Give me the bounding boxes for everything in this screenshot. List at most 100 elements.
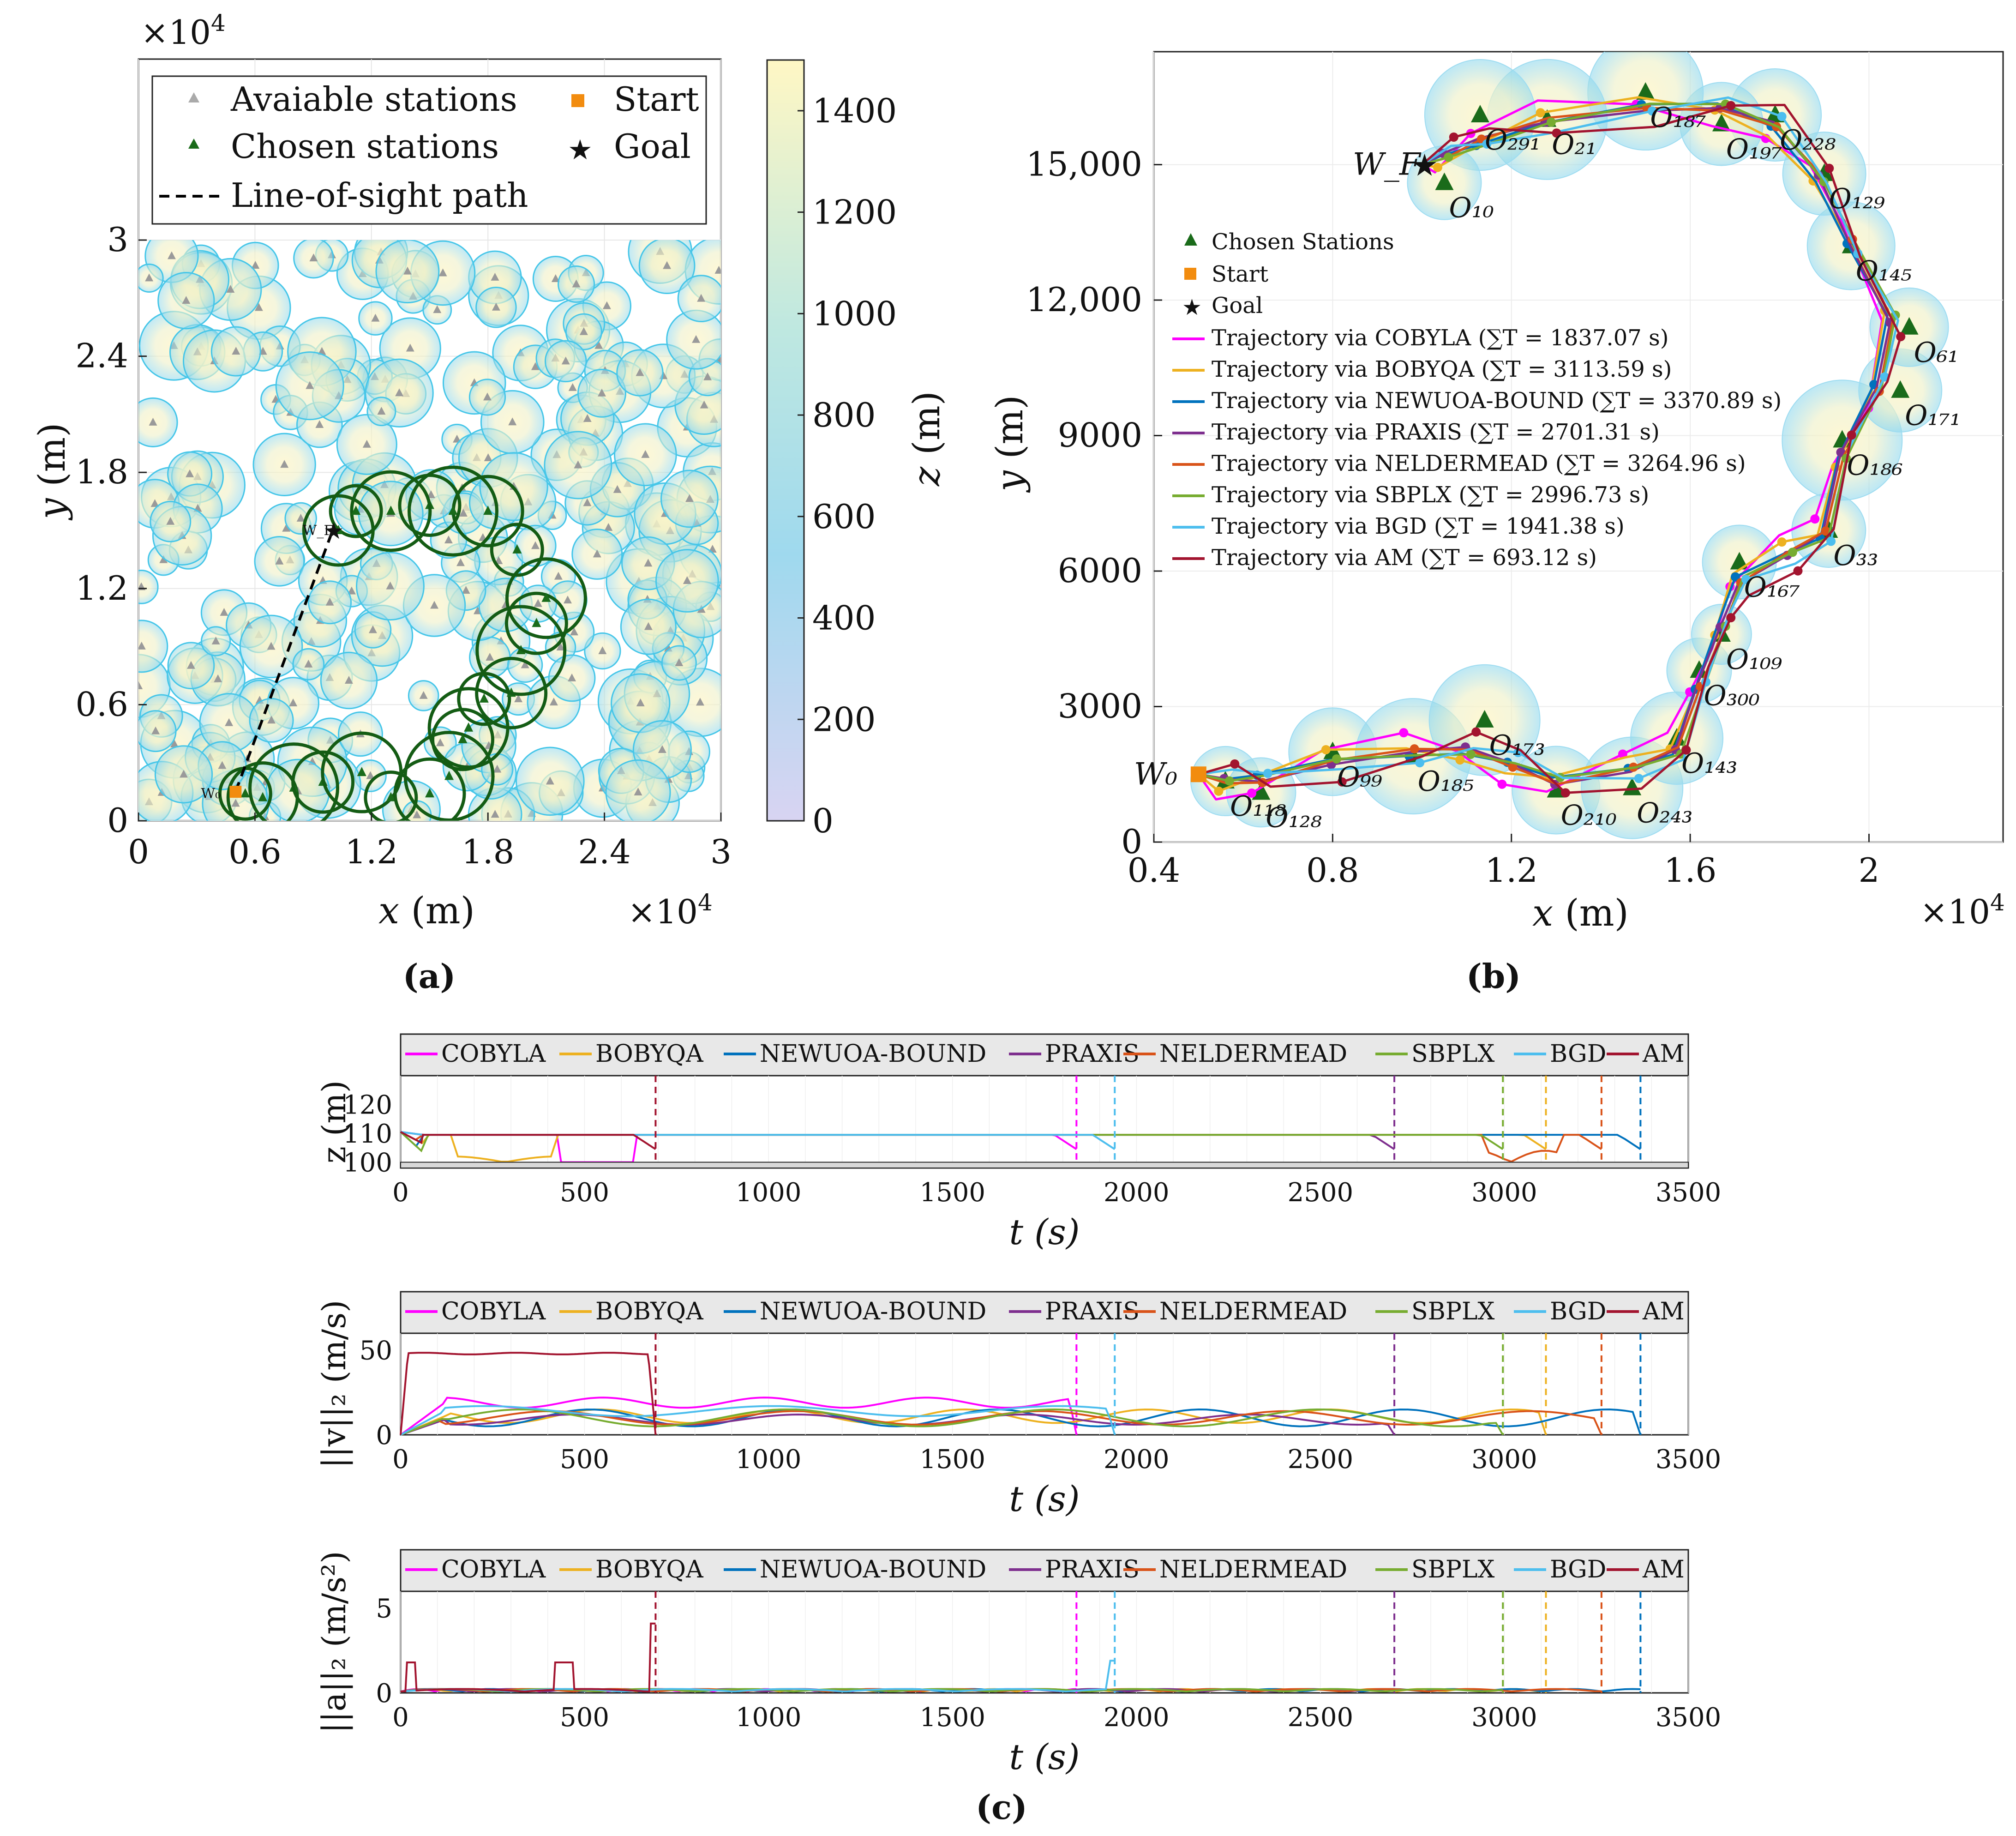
waypoint-marker xyxy=(1896,332,1906,342)
chosen-station-marker xyxy=(541,592,551,602)
chosen-station-marker xyxy=(1690,660,1709,678)
panel-a-ylabel: y (m) xyxy=(30,423,73,521)
goal-marker: ★ xyxy=(1411,148,1438,183)
x-tick-label: 2000 xyxy=(1104,1703,1170,1733)
available-station-marker xyxy=(703,372,712,380)
available-station-marker xyxy=(159,555,168,563)
x-tick-label: 1500 xyxy=(919,1178,985,1208)
waypoint-marker xyxy=(1415,758,1425,768)
legend-label-newuoa-bound: NEWUOA-BOUND xyxy=(760,1040,986,1068)
legend-start: Start xyxy=(614,80,699,119)
station-label: O₁₈₇ xyxy=(1650,102,1706,134)
chosen-station-range xyxy=(398,473,462,537)
available-station-marker xyxy=(377,407,386,415)
legend-trajectory-bobyqa: Trajectory via BOBYQA (∑T = 3113.59 s) xyxy=(1212,356,1672,382)
legend-label-cobyla: COBYLA xyxy=(441,1556,546,1583)
waypoint-marker xyxy=(1552,128,1561,138)
x-tick-label: 0 xyxy=(128,832,149,871)
waypoint-marker xyxy=(1546,117,1556,127)
colorbar-tick-label: 1000 xyxy=(812,294,897,333)
start-marker xyxy=(1190,766,1206,783)
available-station-marker xyxy=(636,698,645,707)
legend-chosen: Chosen stations xyxy=(231,127,499,166)
available-station-marker xyxy=(683,576,691,584)
available-station-marker xyxy=(280,460,289,468)
y-tick-label: 110 xyxy=(343,1119,392,1149)
colorbar-tick-label: 200 xyxy=(812,700,876,739)
available-station-marker xyxy=(561,356,570,365)
available-station-marker xyxy=(151,726,160,734)
available-station-marker xyxy=(546,777,554,785)
x-tick-label: 1000 xyxy=(736,1703,802,1733)
station-label: O₁₄₅ xyxy=(1856,255,1912,288)
chosen-station-marker xyxy=(512,544,522,554)
available-station-marker xyxy=(267,716,276,724)
legend-strip xyxy=(400,1291,1689,1334)
legend-label-cobyla: COBYLA xyxy=(441,1040,546,1068)
available-station-marker xyxy=(179,770,188,778)
x-tick-label: 500 xyxy=(560,1703,609,1733)
y-tick-label: 5 xyxy=(376,1594,392,1624)
subplot-c1: COBYLA BOBYQA NEWUOA-BOUND PRAXIS NELDERMEAD… xyxy=(315,1033,1721,1252)
available-station-marker xyxy=(486,653,494,661)
x-tick-label: 1.6 xyxy=(1664,851,1717,890)
available-station-marker xyxy=(604,523,613,531)
chosen-station-range xyxy=(475,605,567,696)
chosen-station-range xyxy=(505,557,587,639)
chosen-station-marker xyxy=(1470,104,1489,122)
available-station-marker xyxy=(150,499,159,507)
chosen-station-range xyxy=(329,484,383,538)
available-station-marker xyxy=(634,788,642,796)
station-label: O₂₄₃ xyxy=(1637,797,1692,830)
panel-b-x-exponent: ×104 xyxy=(1920,889,2005,931)
waypoint-marker xyxy=(1399,728,1409,738)
y-tick-label: 1.2 xyxy=(75,569,128,608)
chosen-station-range xyxy=(475,656,548,729)
waypoint-marker xyxy=(1337,777,1347,787)
available-station-marker xyxy=(697,294,706,302)
legend-b-goal-icon: ★ xyxy=(1182,295,1202,320)
x-tick-label: 500 xyxy=(560,1178,609,1208)
waypoint-marker xyxy=(1634,774,1644,783)
waypoint-marker xyxy=(1332,754,1342,764)
available-station-marker xyxy=(419,691,428,699)
legend-goal: Goal xyxy=(614,127,691,166)
available-station-marker xyxy=(436,738,444,746)
available-station-marker xyxy=(225,718,234,726)
waypoint-marker xyxy=(1482,139,1492,149)
available-station-marker xyxy=(444,536,453,544)
chosen-station-marker xyxy=(258,792,268,801)
x-tick-label: 2 xyxy=(1859,851,1880,890)
waypoint-marker xyxy=(1826,536,1836,546)
subplot-ylabel-c1: z (m) xyxy=(315,1080,353,1163)
chosen-station-range xyxy=(291,750,355,814)
legend-b-chosen-icon xyxy=(1184,233,1197,246)
station-label: O₃₃ xyxy=(1833,540,1878,572)
start-icon xyxy=(571,94,584,107)
available-station-marker xyxy=(675,658,684,667)
station-label: O₁₀₉ xyxy=(1726,644,1782,676)
chosen-station-icon xyxy=(188,138,199,149)
lower-bound-band xyxy=(400,1162,1689,1168)
legend-label-neldermead: NELDERMEAD xyxy=(1159,1298,1347,1325)
available-station-marker xyxy=(556,642,565,650)
legend-trajectory-neldermead: Trajectory via NELDERMEAD (∑T = 3264.96 … xyxy=(1212,451,1746,476)
chosen-station-range xyxy=(490,523,544,577)
waypoint-marker xyxy=(1247,789,1257,798)
colorbar-tick-label: 800 xyxy=(812,396,876,434)
available-station-range xyxy=(138,620,168,673)
available-station-marker xyxy=(232,347,240,355)
panel-a-xlabel: x (m) xyxy=(378,889,475,932)
panel-b-xlabel: x (m) xyxy=(1532,891,1629,934)
legend-strip xyxy=(400,1549,1689,1592)
waypoint-marker xyxy=(1410,744,1419,754)
subplot-xlabel-c2: t (s) xyxy=(1009,1478,1080,1519)
chosen-station-marker xyxy=(1636,82,1655,100)
panel-a-x-exponent: ×104 xyxy=(628,889,713,931)
available-station-marker xyxy=(492,302,500,311)
available-station-marker xyxy=(220,608,228,616)
available-station-marker xyxy=(570,627,578,636)
waypoint-marker xyxy=(1536,108,1545,118)
x-tick-label: 3000 xyxy=(1471,1703,1537,1733)
available-station-marker xyxy=(430,601,439,609)
